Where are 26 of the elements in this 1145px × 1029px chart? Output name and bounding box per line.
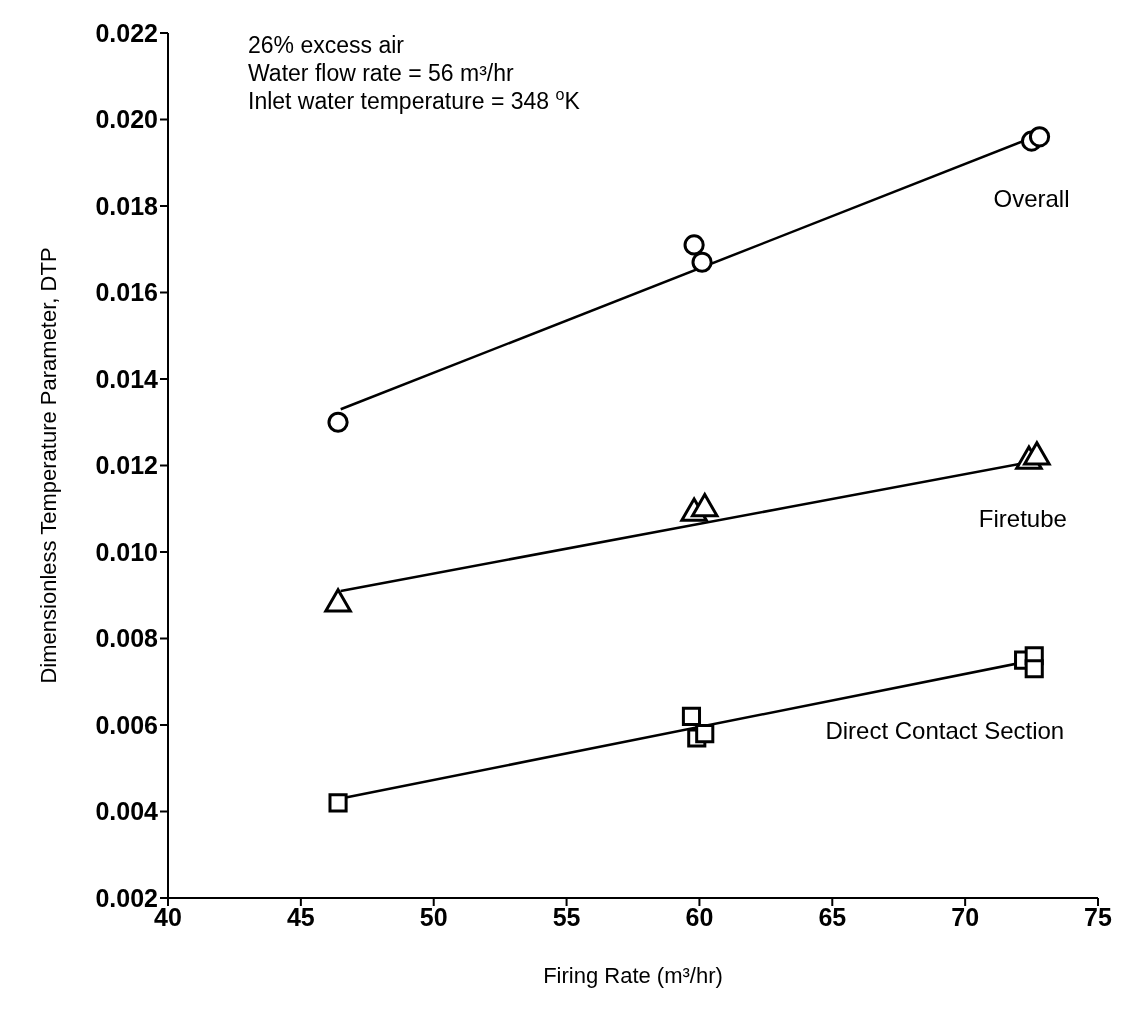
x-tick-label: 50 (419, 902, 448, 931)
annotation: Water flow rate = 56 m³/hr (248, 60, 514, 86)
x-tick-label: 55 (552, 902, 581, 931)
annotation: 26% excess air (248, 32, 405, 58)
y-axis-title: Dimensionless Temperature Parameter, DTP (35, 247, 61, 684)
annotation: Inlet water temperature = 348 $^{o}$K (248, 85, 581, 114)
x-tick-label: 45 (286, 902, 315, 931)
y-tick-label: 0.006 (95, 710, 158, 739)
y-tick-label: 0.012 (95, 451, 158, 480)
x-axis-title: Firing Rate (m³/hr) (543, 963, 723, 988)
y-tick-label: 0.004 (95, 797, 159, 826)
y-tick-label: 0.014 (95, 364, 159, 393)
y-tick-label: 0.018 (95, 191, 159, 220)
series-label: Firetube (978, 504, 1067, 532)
y-tick-label: 0.020 (95, 105, 158, 134)
y-tick-label: 0.022 (95, 18, 158, 47)
y-tick-label: 0.016 (95, 278, 158, 307)
x-tick-label: 60 (685, 902, 714, 931)
x-tick-label: 75 (1084, 902, 1112, 931)
y-tick-label: 0.010 (95, 537, 158, 566)
series-label: Direct Contact Section (825, 716, 1065, 744)
y-tick-label: 0.002 (95, 883, 158, 912)
x-tick-label: 70 (951, 902, 980, 931)
x-tick-label: 65 (818, 902, 847, 931)
series-label: Overall (993, 184, 1070, 212)
y-tick-label: 0.008 (95, 624, 159, 653)
